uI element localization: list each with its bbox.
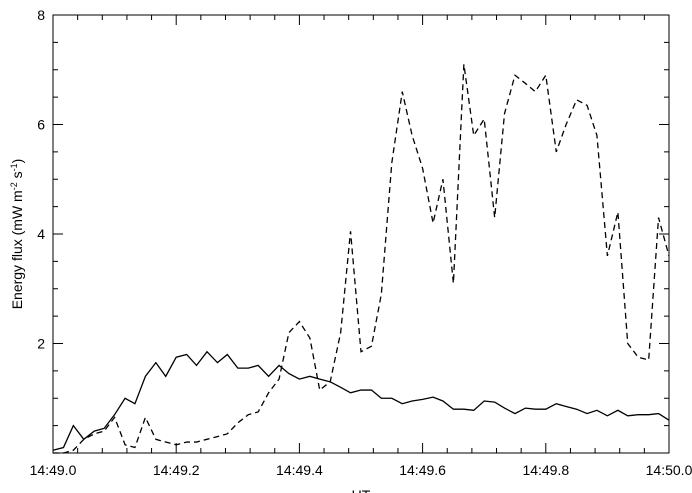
x-tick-label: 14:49.4 [276, 462, 323, 478]
y-tick-label: 6 [37, 117, 45, 133]
x-tick-label: 14:50.0 [646, 462, 692, 478]
x-tick-label: 14:49.2 [153, 462, 200, 478]
y-tick-label: 2 [37, 336, 45, 352]
y-label-sup: -1 [9, 163, 19, 171]
x-tick-label: 14:49.6 [399, 462, 446, 478]
y-axis-label: Energy flux (mW m-2 s-1) [9, 159, 25, 310]
x-tick-label: 14:49.0 [30, 462, 77, 478]
x-tick-label: 14:49.8 [522, 462, 569, 478]
y-tick-label: 4 [37, 226, 45, 242]
y-tick-label: 8 [37, 7, 45, 23]
data-line [53, 64, 670, 454]
data-line [52, 350, 670, 451]
y-label-part: ) [9, 159, 25, 164]
plot-frame [52, 14, 670, 454]
x-axis-label: UT [352, 487, 371, 493]
y-label-part: Energy flux (mW m [9, 190, 25, 309]
y-label-sup: -2 [9, 182, 19, 190]
y-label-part: s [9, 171, 25, 182]
